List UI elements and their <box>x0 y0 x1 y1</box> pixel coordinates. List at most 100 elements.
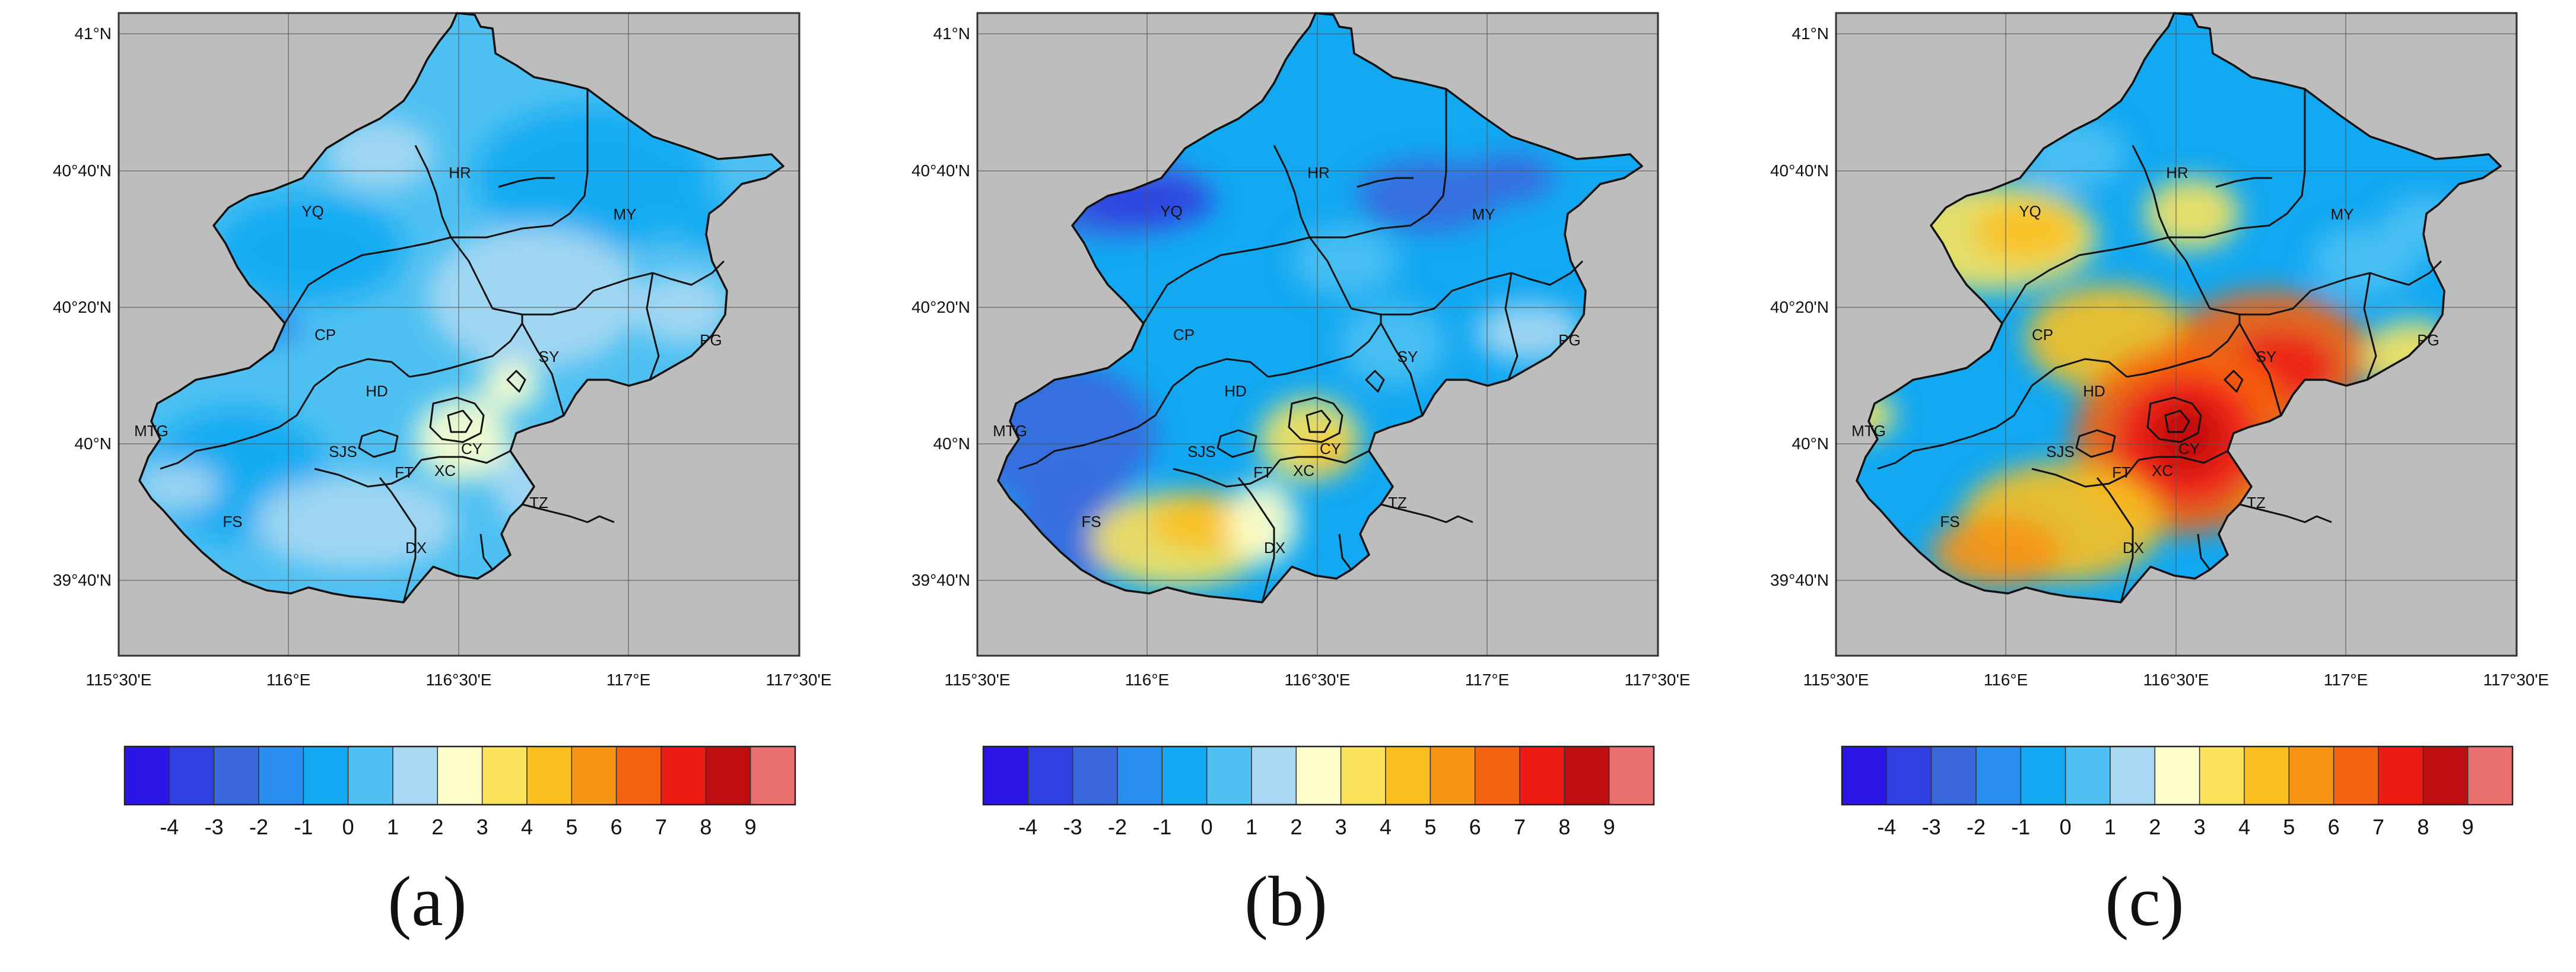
city-boundary <box>997 12 1643 603</box>
lon-label: 116°E <box>1984 671 2028 689</box>
lat-label: 40°40'N <box>911 161 970 180</box>
district-label: HR <box>1307 164 1330 182</box>
colorbar-swatch <box>1886 746 1932 805</box>
colorbar-tick-label: -3 <box>1063 815 1082 839</box>
colorbar-tick-label: 2 <box>2149 815 2161 839</box>
colorbar-swatch <box>1340 746 1386 805</box>
lon-label: 116°E <box>266 671 311 689</box>
colorbar-swatch <box>169 746 215 805</box>
lat-label: 40°40'N <box>53 161 112 180</box>
colorbar-tick-label: 7 <box>655 815 667 839</box>
lon-label: 115°30'E <box>1803 671 1869 689</box>
district-label: YQ <box>1160 202 1183 220</box>
district-label: MY <box>2331 205 2354 223</box>
colorbar-swatch <box>1117 746 1163 805</box>
colorbar-tick-label: 3 <box>477 815 488 839</box>
colorbar-tick-label: 1 <box>2104 815 2116 839</box>
colorbar: -4 -3 -2 -1 0 1 2 3 4 5 6 7 8 9 <box>982 745 1655 839</box>
district-label: SJS <box>2046 443 2075 460</box>
district-label: FS <box>1940 513 1959 531</box>
colorbar-tick-label: 4 <box>521 815 533 839</box>
colorbar-swatch <box>258 746 304 805</box>
city-boundary <box>138 12 784 603</box>
colorbar-swatch <box>347 746 393 805</box>
map-frame: YQ HR MY CP PG SY HD MTG SJS CY XC FT TZ FS DX 41°N 40°4… <box>1770 12 2549 689</box>
colorbar-swatch <box>392 746 439 805</box>
colorbar-swatch <box>2199 746 2245 805</box>
district-label: YQ <box>2019 202 2041 220</box>
lat-label: 40°20'N <box>1770 298 1829 316</box>
colorbar-tick-label: 2 <box>1290 815 1302 839</box>
district-label: FS <box>223 513 242 531</box>
field-blob <box>1931 516 2062 587</box>
colorbar-tick-label: 3 <box>1335 815 1347 839</box>
panel-c: YQ HR MY CP PG SY HD MTG SJS CY XC FT TZ FS DX 41°N 40°4… <box>1717 0 2576 972</box>
district-label: HD <box>2083 382 2105 400</box>
colorbar-swatch <box>705 746 751 805</box>
field-blob <box>1476 303 1583 362</box>
colorbar-tick-label: -4 <box>160 815 179 839</box>
panel-caption: (a) <box>387 862 467 941</box>
colorbar-tick-label: 4 <box>2238 815 2250 839</box>
map-frame: YQ HR MY CP PG SY HD MTG SJS CY XC FT TZ FS DX 41°N 40°4… <box>53 12 832 689</box>
field-blob <box>481 362 540 409</box>
colorbar-tick-label: 1 <box>387 815 399 839</box>
colorbar: -4 -3 -2 -1 0 1 2 3 4 5 6 7 8 9 <box>123 745 796 839</box>
district-boundaries <box>160 89 725 603</box>
colorbar-swatch <box>1161 746 1208 805</box>
lat-label: 40°N <box>933 434 970 453</box>
field-blob <box>2151 401 2222 472</box>
colorbar-tick-label: 3 <box>2194 815 2206 839</box>
colorbar-tick-label: 9 <box>2462 815 2474 839</box>
colorbar-swatch <box>2110 746 2156 805</box>
lat-label: 39°40'N <box>53 571 112 589</box>
field-blob <box>326 119 433 190</box>
district-label: SY <box>539 348 560 366</box>
colorbar-tick-label: -2 <box>1108 815 1127 839</box>
colorbar-swatch <box>1564 746 1610 805</box>
colorbar-tick-label: 5 <box>1424 815 1436 839</box>
city-boundary <box>1856 12 2502 603</box>
colorbar-swatch <box>615 746 662 805</box>
district-label: DX <box>405 539 427 557</box>
field-blob <box>1292 225 1399 297</box>
colorbar-swatch <box>437 746 483 805</box>
lon-label: 117°E <box>2324 671 2368 689</box>
colorbar-tick-label: 5 <box>2283 815 2295 839</box>
colorbar-tick-label: -3 <box>1922 815 1941 839</box>
panel-caption: (c) <box>2105 862 2184 941</box>
colorbar-swatch <box>2020 746 2066 805</box>
lat-label: 41°N <box>74 24 112 43</box>
colorbar-tick-label: -2 <box>249 815 268 839</box>
colorbar-tick-label: 0 <box>342 815 354 839</box>
lat-label: 40°20'N <box>53 298 112 316</box>
district-label: DX <box>1264 539 1285 557</box>
lat-label: 40°N <box>74 434 112 453</box>
colorbar-swatch <box>1206 746 1252 805</box>
colorbar-tick-label: 4 <box>1380 815 1392 839</box>
colorbar-tick-label: -3 <box>205 815 224 839</box>
colorbar-swatch <box>1251 746 1297 805</box>
district-label: CP <box>315 326 336 344</box>
district-label: XC <box>434 462 456 479</box>
colorbar-swatch <box>1430 746 1476 805</box>
district-label: FS <box>1081 513 1101 531</box>
lon-label: 116°E <box>1125 671 1170 689</box>
colorbar-swatch <box>2244 746 2290 805</box>
colorbar-swatch <box>2378 746 2424 805</box>
colorbar-swatch <box>2154 746 2200 805</box>
colorbar-tick-label: 0 <box>1201 815 1213 839</box>
lat-label: 41°N <box>1792 24 1829 43</box>
colorbar-swatch <box>303 746 349 805</box>
lon-label: 116°30'E <box>1284 671 1350 689</box>
field-blob <box>255 475 457 570</box>
field-blob <box>1973 202 2079 261</box>
lon-label: 117°30'E <box>766 671 831 689</box>
colorbar-swatch <box>481 746 528 805</box>
panel-b: YQ HR MY CP PG SY HD MTG SJS CY XC FT TZ FS DX 41°N 40°4… <box>859 0 1717 972</box>
district-label: CY <box>1320 440 1341 458</box>
colorbar-tick-label: 6 <box>2328 815 2340 839</box>
colorbar-swatch <box>2333 746 2379 805</box>
colorbar-tick-label: 1 <box>1246 815 1257 839</box>
district-label: TZ <box>2247 494 2266 512</box>
